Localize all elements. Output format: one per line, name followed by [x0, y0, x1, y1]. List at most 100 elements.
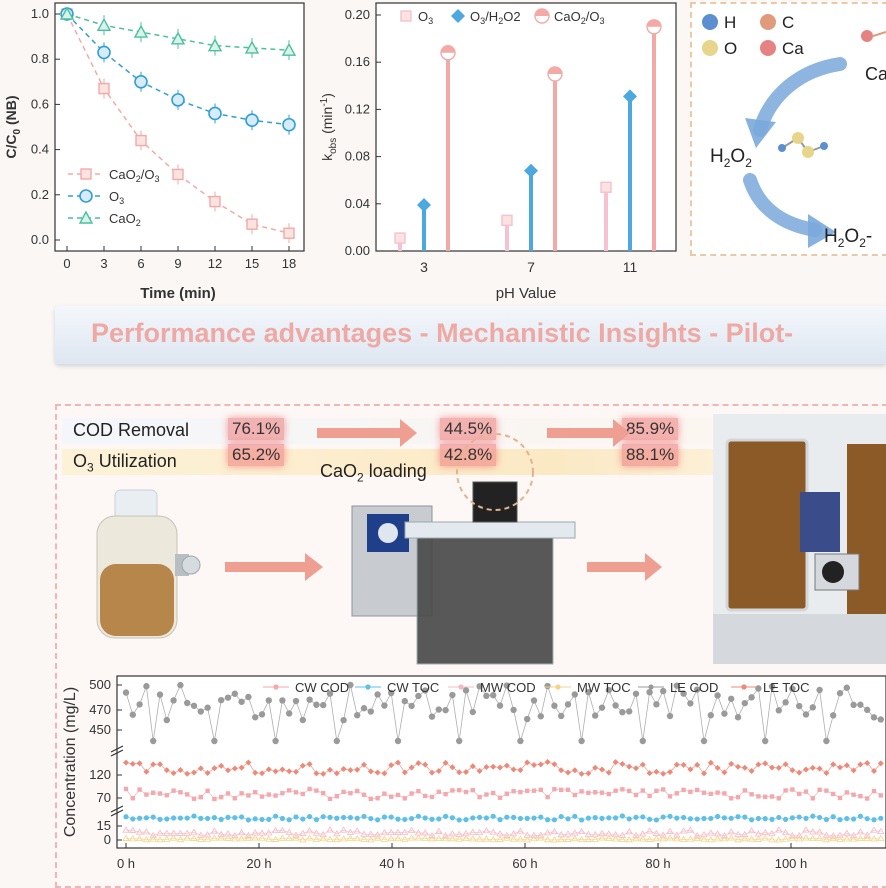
axis-break-icon [110, 805, 124, 817]
concentration-data-point [809, 704, 816, 711]
concentration-data-point [687, 700, 694, 707]
concentration-data-point [517, 737, 524, 745]
concentration-data-point [720, 832, 729, 839]
concentration-data-point [171, 788, 176, 793]
concentration-data-point [271, 826, 280, 834]
concentration-data-point [408, 702, 415, 710]
concentration-data-point [741, 764, 748, 771]
concentration-data-point [564, 701, 572, 708]
kobs-chart: 0.00 0.04 0.08 0.12 0.16 0.20 3 7 11 O3 O3/H2O2 Ca… [319, 2, 677, 302]
concentration-data-point [164, 816, 170, 822]
concentration-data-point [674, 815, 680, 821]
concentration-data-point [817, 787, 822, 792]
concentration-data-point [360, 835, 368, 842]
concentration-series-line [125, 788, 882, 800]
concentration-data-point [797, 791, 802, 797]
concentration-data-point [525, 788, 530, 793]
concentration-data-point [755, 685, 762, 692]
concentration-data-point [373, 831, 382, 838]
concentration-data-point [763, 794, 768, 800]
concentration-data-point [129, 826, 137, 833]
concentration-data-point [244, 831, 253, 838]
concentration-data-point [198, 795, 203, 800]
reactor-icon [351, 433, 576, 665]
concentration-data-point [414, 834, 423, 841]
concentration-data-point [565, 769, 571, 776]
concentration-legend-label: LE TOC [763, 680, 809, 695]
concentration-data-point [713, 835, 722, 842]
concentration-data-point [775, 836, 783, 843]
ca-partial-label: Ca [865, 64, 886, 84]
concentration-data-point [858, 793, 863, 799]
decay-data-point [208, 106, 222, 121]
concentration-data-point [320, 814, 326, 820]
concentration-data-point [851, 792, 856, 797]
concentration-data-point [652, 835, 661, 842]
concentration-data-point [278, 826, 287, 833]
concentration-data-point [557, 835, 565, 843]
concentration-data-point [421, 834, 429, 841]
concentration-series-line [125, 815, 881, 821]
concentration-data-point [313, 770, 320, 777]
concentration-data-point [661, 787, 666, 792]
concentration-data-point [762, 816, 768, 822]
concentration-data-point [428, 831, 436, 839]
concentration-data-point [191, 796, 197, 801]
kobs-bar [652, 26, 656, 251]
concentration-data-point [775, 707, 782, 714]
concentration-y-tick-label: 450 [89, 722, 111, 737]
concentration-data-point [769, 764, 775, 771]
concentration-data-point [382, 791, 387, 796]
h2o2-label: H2O2 [710, 146, 752, 170]
concentration-data-point [586, 790, 591, 796]
concentration-data-point [456, 769, 463, 776]
concentration-data-point [456, 817, 462, 823]
kobs-y-tick-label: 0.12 [345, 101, 370, 116]
concentration-data-point [300, 816, 306, 822]
concentration-data-point [727, 834, 735, 841]
concentration-data-point [469, 828, 477, 835]
concentration-data-point [395, 792, 401, 798]
concentration-data-point [727, 828, 735, 835]
concentration-data-point [279, 697, 286, 704]
atom-legend-label: C [782, 13, 794, 32]
concentration-data-point [218, 762, 225, 769]
concentration-data-point [626, 763, 633, 770]
concentration-data-point [768, 836, 776, 843]
concentration-data-point [457, 787, 462, 793]
concentration-data-point [721, 815, 728, 821]
kobs-bar-marker [394, 232, 406, 244]
concentration-data-point [803, 766, 809, 773]
decay-chart: 0 3 6 9 12 15 18 0.0 0.2 0.4 0.6 0.8 1.0 CaO2/O3 O3 Ca… [3, 2, 305, 302]
concentration-data-point [551, 817, 557, 823]
concentration-data-point [816, 686, 823, 694]
concentration-data-point [341, 789, 346, 795]
concentration-data-point [123, 759, 129, 766]
concentration-data-point [435, 706, 442, 713]
concentration-data-point [395, 759, 401, 766]
concentration-data-point [715, 790, 720, 795]
concentration-data-point [441, 832, 450, 839]
concentration-data-point [809, 828, 817, 835]
concentration-data-point [511, 814, 517, 820]
concentration-data-point [776, 814, 782, 821]
concentration-data-point [157, 816, 163, 822]
concentration-data-point [123, 814, 129, 820]
concentration-data-point [544, 759, 551, 766]
concentration-data-point [292, 831, 300, 838]
concentration-data-point [619, 813, 626, 819]
concentration-data-point [850, 767, 857, 774]
concentration-data-point [448, 835, 457, 842]
concentration-data-point [815, 828, 824, 835]
concentration-data-point [475, 828, 484, 835]
concentration-data-point [815, 834, 824, 841]
concentration-data-point [599, 790, 605, 795]
concentration-data-point [231, 835, 239, 842]
concentration-data-point [769, 816, 775, 822]
concentration-legend-marker [648, 684, 654, 690]
concentration-data-point [679, 835, 688, 842]
kobs-bar [398, 238, 402, 251]
concentration-data-point [816, 765, 823, 772]
concentration-data-point [321, 791, 326, 796]
concentration-data-point [700, 835, 708, 842]
